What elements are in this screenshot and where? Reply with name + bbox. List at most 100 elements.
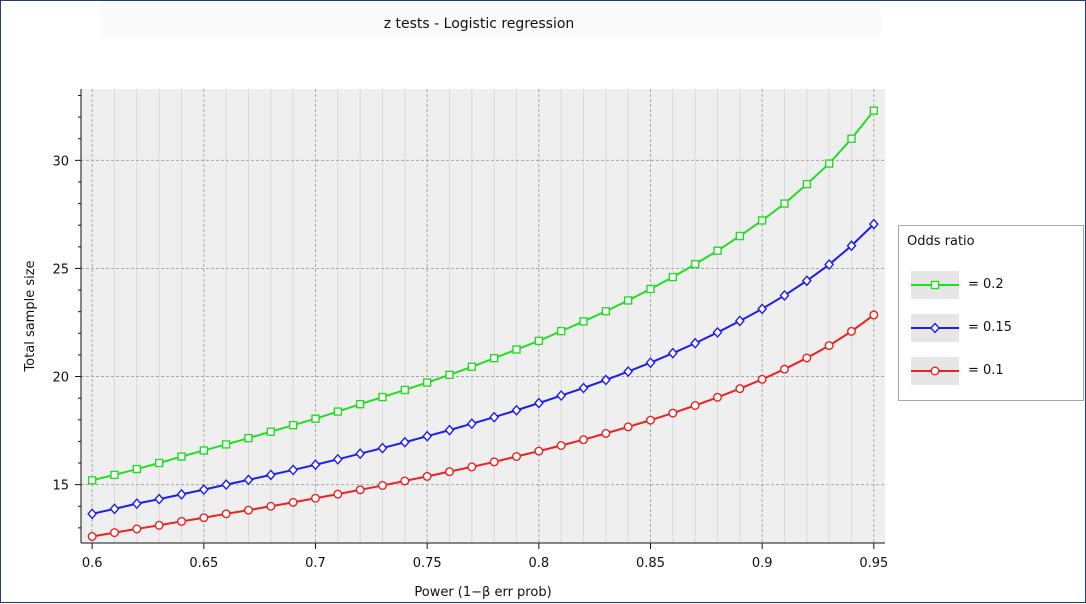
x-tick-label: 0.8 <box>528 556 549 571</box>
data-point-1 <box>466 418 477 430</box>
data-point-0 <box>333 407 343 416</box>
data-point-2 <box>489 457 499 467</box>
data-point-2 <box>735 384 745 394</box>
data-point-0 <box>690 259 700 269</box>
legend-symbol-1 <box>930 322 940 334</box>
data-point-2 <box>646 415 656 425</box>
data-point-1 <box>824 258 835 271</box>
data-point-1 <box>221 479 232 491</box>
data-point-2 <box>221 509 231 519</box>
data-point-1 <box>734 315 745 327</box>
data-point-2 <box>266 501 276 511</box>
data-point-0 <box>802 179 812 189</box>
data-point-2 <box>311 493 321 503</box>
x-tick-label: 0.65 <box>189 556 218 571</box>
data-point-1 <box>511 404 522 416</box>
legend: Odds ratio = 0.2 = 0.15 = 0.1 <box>898 225 1084 401</box>
data-point-2 <box>690 401 700 411</box>
legend-symbol-0 <box>930 280 940 290</box>
data-point-2 <box>422 471 432 481</box>
data-point-1 <box>176 488 187 500</box>
data-point-1 <box>399 436 410 448</box>
data-point-2 <box>802 353 812 363</box>
legend-item-1: = 0.15 <box>911 314 1077 342</box>
data-point-0 <box>177 452 186 461</box>
data-point-0 <box>713 246 722 255</box>
data-point-0 <box>735 231 745 241</box>
data-point-0 <box>288 420 298 430</box>
data-point-2 <box>623 422 633 432</box>
data-point-2 <box>467 462 477 472</box>
data-point-2 <box>400 476 410 486</box>
data-point-0 <box>623 296 633 305</box>
data-point-2 <box>601 428 611 438</box>
data-point-2 <box>668 408 678 418</box>
data-point-2 <box>847 326 857 336</box>
x-tick-label: 0.6 <box>82 556 103 571</box>
data-point-0 <box>422 378 432 387</box>
data-point-1 <box>556 390 567 402</box>
x-tick-label: 0.95 <box>859 556 888 571</box>
data-point-2 <box>534 446 544 456</box>
legend-marker-2 <box>911 366 959 376</box>
data-point-0 <box>512 345 521 354</box>
grid-lines <box>81 89 885 543</box>
data-point-0 <box>110 470 119 480</box>
x-tick-label: 0.9 <box>752 556 773 571</box>
data-point-0 <box>601 307 611 316</box>
data-point-1 <box>265 469 276 481</box>
data-point-0 <box>266 427 276 436</box>
data-point-2 <box>333 489 343 499</box>
series-0 <box>87 106 879 485</box>
data-point-0 <box>556 326 566 336</box>
data-point-2 <box>713 392 723 402</box>
data-point-2 <box>109 528 119 538</box>
data-point-1 <box>288 464 299 476</box>
data-point-1 <box>645 357 656 369</box>
chart-title: z tests - Logistic regression <box>384 16 575 32</box>
x-axis-label: Power (1−β err prob) <box>414 585 551 600</box>
x-tick-label: 0.85 <box>636 556 665 571</box>
data-point-0 <box>355 400 365 409</box>
data-point-0 <box>221 440 231 449</box>
x-tick-label: 0.75 <box>413 556 442 571</box>
data-point-2 <box>132 524 142 534</box>
y-axis-label: Total sample size <box>23 260 38 372</box>
data-point-1 <box>846 240 857 252</box>
data-point-0 <box>132 464 142 474</box>
data-point-0 <box>400 385 410 395</box>
data-point-1 <box>154 493 165 505</box>
data-point-2 <box>199 513 209 523</box>
data-point-1 <box>489 411 500 423</box>
legend-marker-0 <box>911 280 959 290</box>
data-point-2 <box>176 516 186 526</box>
data-point-2 <box>355 485 365 495</box>
data-point-1 <box>355 448 366 460</box>
data-point-0 <box>534 336 544 346</box>
data-point-1 <box>600 374 611 386</box>
data-point-1 <box>131 498 142 510</box>
data-point-1 <box>779 289 790 302</box>
legend-title: Odds ratio <box>907 234 975 249</box>
data-point-2 <box>243 505 253 515</box>
data-point-2 <box>288 497 298 507</box>
data-point-2 <box>869 310 879 320</box>
axis-ticks: 0.6 0.65 0.7 0.75 0.8 0.85 0.9 0.95 15 20 25 30 <box>52 94 888 571</box>
data-point-1 <box>377 442 388 454</box>
data-point-1 <box>801 275 812 287</box>
data-point-0 <box>87 476 97 485</box>
data-point-2 <box>512 452 522 462</box>
legend-marker-1 <box>911 322 959 334</box>
title-strip <box>101 1 881 37</box>
data-point-0 <box>646 284 655 294</box>
data-point-0 <box>311 414 320 423</box>
legend-label-2: = 0.1 <box>968 363 1004 378</box>
data-point-1 <box>310 459 321 471</box>
legend-label-1: = 0.15 <box>968 320 1012 335</box>
y-tick-label: 20 <box>52 371 69 386</box>
legend-label-0: = 0.2 <box>968 277 1004 292</box>
data-point-1 <box>868 218 879 230</box>
data-point-2 <box>579 435 589 445</box>
data-point-1 <box>690 337 701 349</box>
